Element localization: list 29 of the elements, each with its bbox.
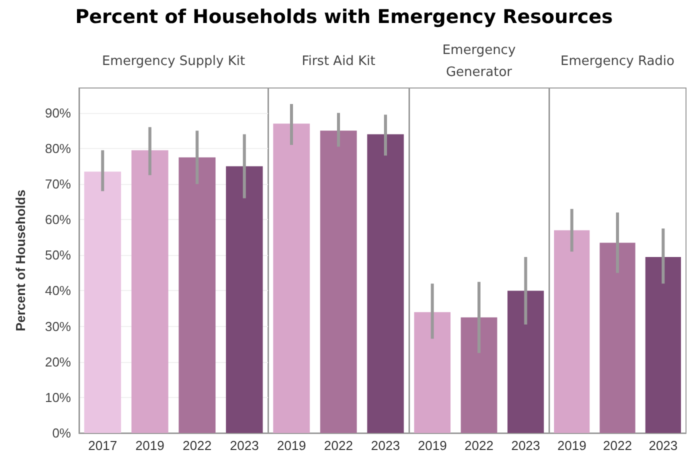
x-tick-label: 2023 [648, 438, 678, 453]
y-axis-title: Percent of Households [13, 190, 28, 332]
y-tick-label: 10% [44, 390, 72, 405]
x-tick-label: 2019 [135, 438, 164, 453]
y-tick-label: 20% [44, 354, 72, 370]
y-tick-label: 80% [44, 140, 72, 156]
chart-subtitle: Emergency Supply Kit [100, 53, 246, 71]
y-tick-label: 70% [44, 176, 72, 192]
x-tick-label: 2019 [277, 438, 306, 453]
x-tick-label: 2022 [182, 438, 212, 453]
text: Percent of Households with Emergency Resources [74, 6, 614, 28]
x-tick-label: 2022 [464, 438, 494, 453]
x-tick-label: 2023 [230, 438, 259, 453]
chart-subtitle: Emergency Radio [560, 53, 676, 71]
y-tick-label: 50% [44, 248, 72, 263]
x-tick-label: 2019 [418, 438, 447, 453]
chart-subtitle: Emergency Generator [441, 42, 517, 82]
x-tick-label: 2022 [324, 438, 353, 453]
y-tick-label: 30% [44, 318, 72, 334]
x-tick-label: 2023 [511, 438, 540, 453]
y-tick-label: 60% [44, 212, 72, 228]
chart-subtitle: First Aid Kit [300, 53, 376, 71]
x-tick-label: 2019 [557, 438, 586, 453]
y-tick-label: 40% [44, 283, 72, 298]
x-tick-label: 2022 [603, 438, 632, 453]
x-tick-label: 2017 [88, 438, 118, 453]
y-tick-label: 0% [52, 426, 72, 440]
x-tick-label: 2023 [371, 438, 400, 453]
y-tick-label: 90% [44, 105, 72, 120]
